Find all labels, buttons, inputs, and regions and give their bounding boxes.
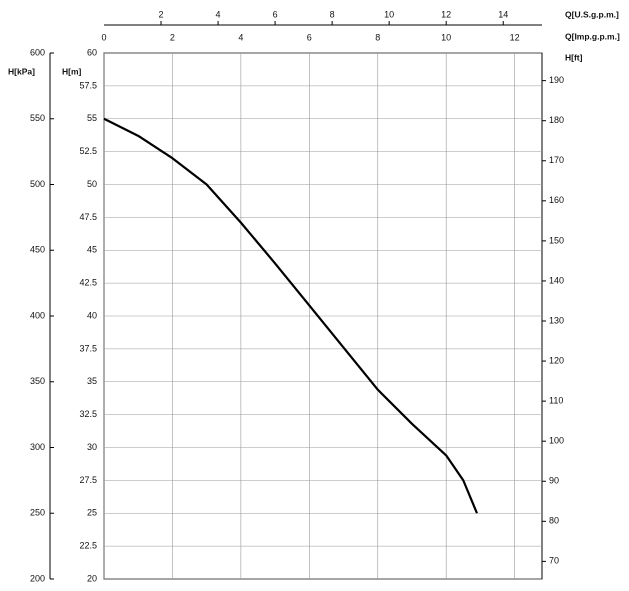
x2-tick-label: 14 (498, 9, 508, 19)
y-tick-label: 32.5 (79, 409, 97, 419)
y-axis-label: H[m] (62, 66, 82, 76)
y2-tick-label: 130 (549, 315, 564, 325)
x-tick-label: 2 (170, 32, 175, 42)
y-tick-label: 30 (87, 442, 97, 452)
y3-axis-label: H[kPa] (8, 66, 35, 76)
y3-tick-label: 200 (30, 573, 45, 583)
x-tick-label: 4 (238, 32, 243, 42)
y3-tick-label: 450 (30, 245, 45, 255)
x2-tick-label: 4 (216, 9, 221, 19)
y-tick-label: 42.5 (79, 278, 97, 288)
y-tick-label: 50 (87, 179, 97, 189)
y-tick-label: 22.5 (79, 541, 97, 551)
x-tick-label: 10 (441, 32, 451, 42)
y2-axis-label: H[ft] (565, 52, 583, 62)
x-tick-label: 12 (510, 32, 520, 42)
x2-tick-label: 12 (441, 9, 451, 19)
y2-tick-label: 160 (549, 195, 564, 205)
y3-tick-label: 500 (30, 179, 45, 189)
curve (103, 117, 478, 514)
y-tick-label: 25 (87, 508, 97, 518)
y-tick-label: 45 (87, 245, 97, 255)
y2-tick-label: 100 (549, 436, 564, 446)
y2-tick-label: 170 (549, 155, 564, 165)
y-tick-label: 57.5 (79, 80, 97, 90)
x-axis-label: Q[Imp.g.p.m.] (565, 31, 620, 41)
x2-tick-label: 2 (159, 9, 164, 19)
y3-tick-label: 600 (30, 47, 45, 57)
y2-tick-label: 70 (549, 556, 559, 566)
y3-tick-label: 400 (30, 310, 45, 320)
y-tick-label: 37.5 (79, 343, 97, 353)
y2-tick-label: 110 (549, 396, 563, 406)
y-tick-label: 40 (87, 310, 97, 320)
y3-tick-label: 250 (30, 508, 45, 518)
y2-tick-label: 150 (549, 235, 564, 245)
y-tick-label: 35 (87, 376, 97, 386)
y2-tick-label: 90 (549, 476, 559, 486)
x2-axis-label: Q[U.S.g.p.m.] (565, 9, 619, 19)
y-tick-label: 55 (87, 113, 97, 123)
y-tick-label: 47.5 (79, 212, 97, 222)
y-tick-label: 60 (87, 47, 97, 57)
y-tick-label: 20 (87, 573, 97, 583)
y2-tick-label: 190 (549, 75, 564, 85)
y-tick-label: 52.5 (79, 146, 97, 156)
y2-tick-label: 120 (549, 355, 564, 365)
x-tick-label: 8 (375, 32, 380, 42)
x-tick-label: 6 (307, 32, 312, 42)
x2-tick-label: 8 (330, 9, 335, 19)
y3-tick-label: 300 (30, 442, 45, 452)
x2-tick-label: 10 (384, 9, 394, 19)
y2-tick-label: 180 (549, 115, 564, 125)
y3-tick-label: 350 (30, 376, 45, 386)
y-tick-label: 27.5 (79, 475, 97, 485)
y2-tick-label: 80 (549, 516, 559, 526)
x2-tick-label: 6 (273, 9, 278, 19)
x-tick-label: 0 (101, 32, 106, 42)
y2-tick-label: 140 (549, 275, 564, 285)
y3-tick-label: 550 (30, 113, 45, 123)
